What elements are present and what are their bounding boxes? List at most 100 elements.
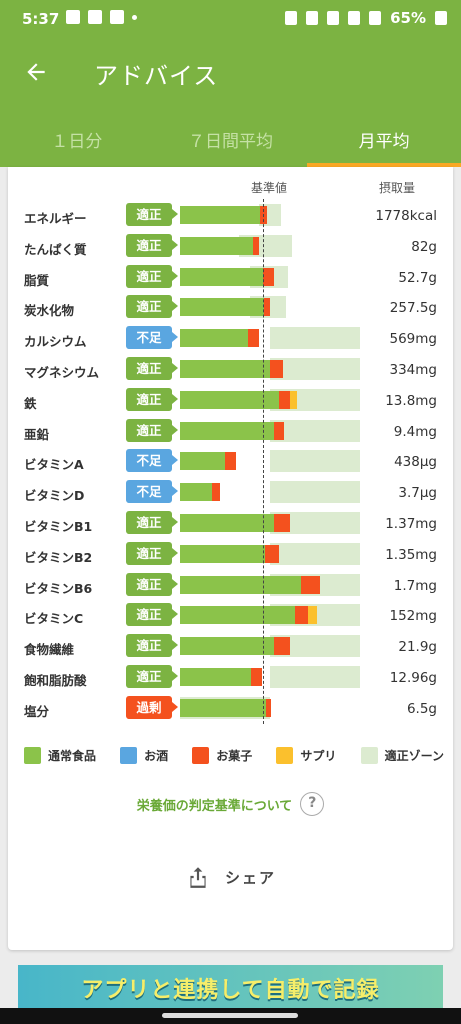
intake-value: 52.7g (398, 269, 437, 286)
legend-swatch (192, 747, 210, 764)
nutrient-row: 亜鉛 適正 9.4mg (8, 416, 453, 447)
bar-segment-food (180, 359, 270, 378)
intake-value: 6.5g (406, 700, 437, 717)
bar-segment-food (180, 298, 264, 317)
bar-segment-snack (273, 513, 290, 532)
intake-value: 13.8mg (385, 392, 437, 409)
help-icon[interactable]: ? (300, 792, 325, 816)
proper-zone (270, 327, 360, 350)
period-tabs: １日分 ７日間平均 月平均 (0, 106, 461, 167)
bar-segment-supp (289, 390, 297, 409)
bar-segment-snack (264, 544, 279, 563)
legend-item-food: 通常食品 (24, 747, 96, 764)
bar-segment-snack (279, 390, 290, 409)
proper-zone (270, 511, 360, 534)
nutrient-name: ビタミンB1 (24, 518, 93, 534)
intake-bar (180, 542, 360, 565)
status-badge: 適正 (126, 233, 178, 257)
arrow-back-icon (27, 63, 45, 81)
bar-segment-snack (263, 298, 270, 317)
intake-value: 257.5g (389, 300, 437, 317)
bar-segment-snack (273, 637, 290, 656)
tab-one-day[interactable]: １日分 (51, 132, 103, 152)
home-gesture-handle[interactable] (162, 1013, 298, 1018)
standard-column-header: 基準値 (251, 181, 288, 195)
nutrient-name: マグネシウム (24, 364, 100, 380)
bar-segment-food (180, 513, 274, 532)
nutrient-name: 脂質 (24, 272, 50, 288)
intake-bar (180, 696, 360, 719)
bar-segment-food (180, 421, 274, 440)
bar-segment-snack (266, 698, 271, 717)
status-system-icons: 65% (285, 9, 447, 27)
nutrient-row: 塩分 過剰 6.5g (8, 693, 453, 724)
intake-value: 152mg (389, 608, 438, 625)
nutrient-name: ビタミンC (24, 611, 84, 627)
back-button[interactable] (16, 52, 56, 92)
promo-banner-text: アプリと連携して自動で記録 (81, 978, 380, 1003)
intake-value: 1.7mg (393, 577, 437, 594)
intake-value: 3.7μg (398, 485, 437, 502)
share-button[interactable]: シェア (8, 864, 453, 890)
signal-icon (369, 11, 382, 25)
intake-value: 1.37mg (385, 515, 437, 532)
status-bar: 5:37 65% (0, 0, 461, 36)
intake-value: 569mg (389, 331, 438, 348)
tab-seven-day-average[interactable]: ７日間平均 (188, 132, 273, 152)
bar-segment-food (180, 544, 265, 563)
bar-segment-snack (252, 236, 260, 255)
intake-bar (180, 265, 360, 288)
proper-zone (270, 481, 360, 504)
criteria-link[interactable]: 栄養価の判定基準について (136, 798, 293, 814)
legend-item-alcohol: お酒 (120, 747, 168, 764)
proper-zone (270, 419, 360, 442)
nutrient-row: たんぱく質 適正 82g (8, 231, 453, 262)
intake-bar (180, 481, 360, 504)
intake-bar (180, 573, 360, 596)
bar-segment-supp (307, 606, 317, 625)
nutrient-row: 炭水化物 適正 257.5g (8, 292, 453, 323)
nutrient-row: ビタミンA 不足 438μg (8, 446, 453, 477)
nutrient-row: マグネシウム 適正 334mg (8, 354, 453, 385)
intake-value: 12.96g (389, 669, 437, 686)
nutrient-row: 食物繊維 適正 21.9g (8, 631, 453, 662)
intake-value: 21.9g (398, 639, 437, 656)
bar-segment-food (180, 452, 225, 471)
intake-bar (180, 635, 360, 658)
promo-banner[interactable]: アプリと連携して自動で記録 (18, 965, 443, 1008)
standard-value-line (263, 199, 264, 724)
nutrient-name: ビタミンA (24, 457, 84, 473)
battery-icon (435, 11, 447, 25)
status-badge: 不足 (126, 326, 178, 350)
criteria-row: 栄養価の判定基準について ? (8, 792, 453, 816)
legend-item-snack: お菓子 (192, 747, 252, 764)
nutrient-name: 飽和脂肪酸 (24, 672, 87, 688)
status-notification-icons (66, 10, 137, 24)
intake-column-header: 摂取量 (379, 181, 416, 195)
nutrient-list: エネルギー 適正 1778kcal たんぱく質 適正 82g 脂質 適正 52.7g 炭水化物 適正… (8, 200, 453, 724)
battery-saver-icon (285, 11, 298, 25)
bar-segment-snack (248, 329, 260, 348)
proper-zone (270, 357, 360, 380)
share-icon (190, 867, 206, 888)
status-badge: 適正 (126, 541, 178, 565)
intake-bar (180, 511, 360, 534)
mute-icon (327, 11, 340, 25)
nutrient-row: ビタミンB6 適正 1.7mg (8, 570, 453, 601)
status-badge: 適正 (126, 634, 178, 658)
bar-segment-food (180, 575, 301, 594)
status-badge: 適正 (126, 572, 178, 596)
bar-segment-food (180, 637, 274, 656)
intake-value: 82g (411, 238, 437, 255)
bar-segment-food (180, 667, 252, 686)
nutrient-name: 炭水化物 (24, 303, 75, 319)
bar-segment-snack (225, 452, 236, 471)
chrome-icon (88, 10, 102, 24)
bar-segment-snack (262, 267, 274, 286)
bar-segment-food (180, 698, 267, 717)
shield-icon (66, 10, 80, 24)
intake-bar (180, 327, 360, 350)
legend-swatch (120, 747, 138, 764)
bar-segment-food (180, 483, 213, 502)
tab-monthly-average[interactable]: 月平均 (307, 106, 461, 167)
